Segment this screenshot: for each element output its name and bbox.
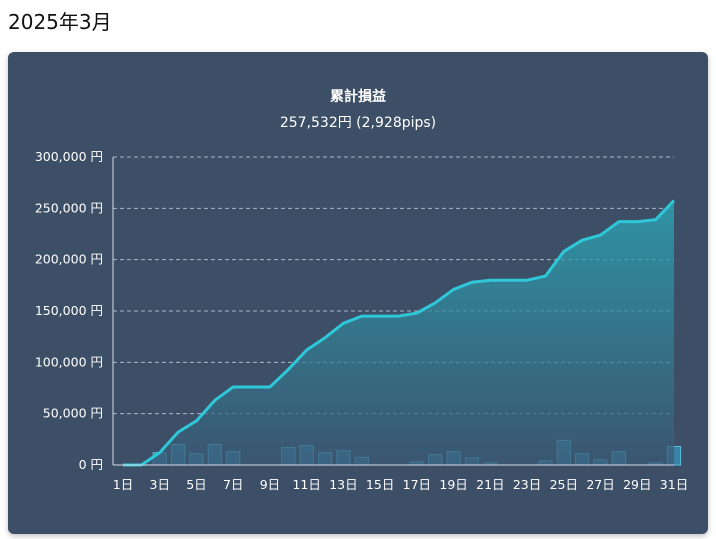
x-tick-label: 9日 [260, 477, 280, 492]
y-tick-label: 100,000 円 [35, 354, 103, 369]
y-tick-label: 250,000 円 [35, 200, 103, 215]
chart-subtitle: 257,532円 (2,928pips) [279, 115, 437, 131]
y-tick-label: 0 円 [79, 457, 103, 472]
cumulative-line [123, 199, 676, 467]
x-tick-label: 25日 [550, 477, 578, 492]
x-tick-label: 11日 [292, 477, 320, 492]
y-axis-tick-labels: 0 円 50,000 円 100,000 円 150,000 円 200,000 円 25… [35, 149, 103, 472]
y-tick-label: 300,000 円 [35, 149, 103, 164]
x-tick-label: 1日 [113, 477, 133, 492]
x-tick-label: 21日 [476, 477, 504, 492]
x-tick-label: 5日 [186, 477, 206, 492]
page-title: 2025年3月 [8, 10, 112, 34]
x-tick-label: 29日 [623, 477, 651, 492]
x-tick-label: 13日 [329, 477, 357, 492]
x-tick-label: 23日 [513, 477, 541, 492]
x-tick-label: 7日 [223, 477, 243, 492]
cumulative-area [123, 200, 674, 466]
x-axis-tick-labels: 1日 3日 5日 7日 9日 11日 13日 15日 17日 19日 21日 23日 25日 27日 29日… [113, 477, 688, 492]
axes [112, 157, 674, 466]
x-tick-label: 3日 [150, 477, 170, 492]
x-tick-label: 31日 [660, 477, 688, 492]
cumulative-pnl-chart: 0 円 50,000 円 100,000 円 150,000 円 200,000 円 25… [35, 149, 688, 492]
x-tick-label: 15日 [366, 477, 394, 492]
y-tick-label: 150,000 円 [35, 303, 103, 318]
y-tick-label: 200,000 円 [35, 252, 103, 267]
x-tick-label: 27日 [586, 477, 614, 492]
y-tick-label: 50,000 円 [43, 406, 103, 421]
x-tick-label: 19日 [439, 477, 467, 492]
chart-title: 累計損益 [330, 89, 386, 105]
chart-card: 累計損益 257,532円 (2,928pips) 0 円 50,000 円 100… [8, 52, 708, 534]
x-tick-label: 17日 [403, 477, 431, 492]
